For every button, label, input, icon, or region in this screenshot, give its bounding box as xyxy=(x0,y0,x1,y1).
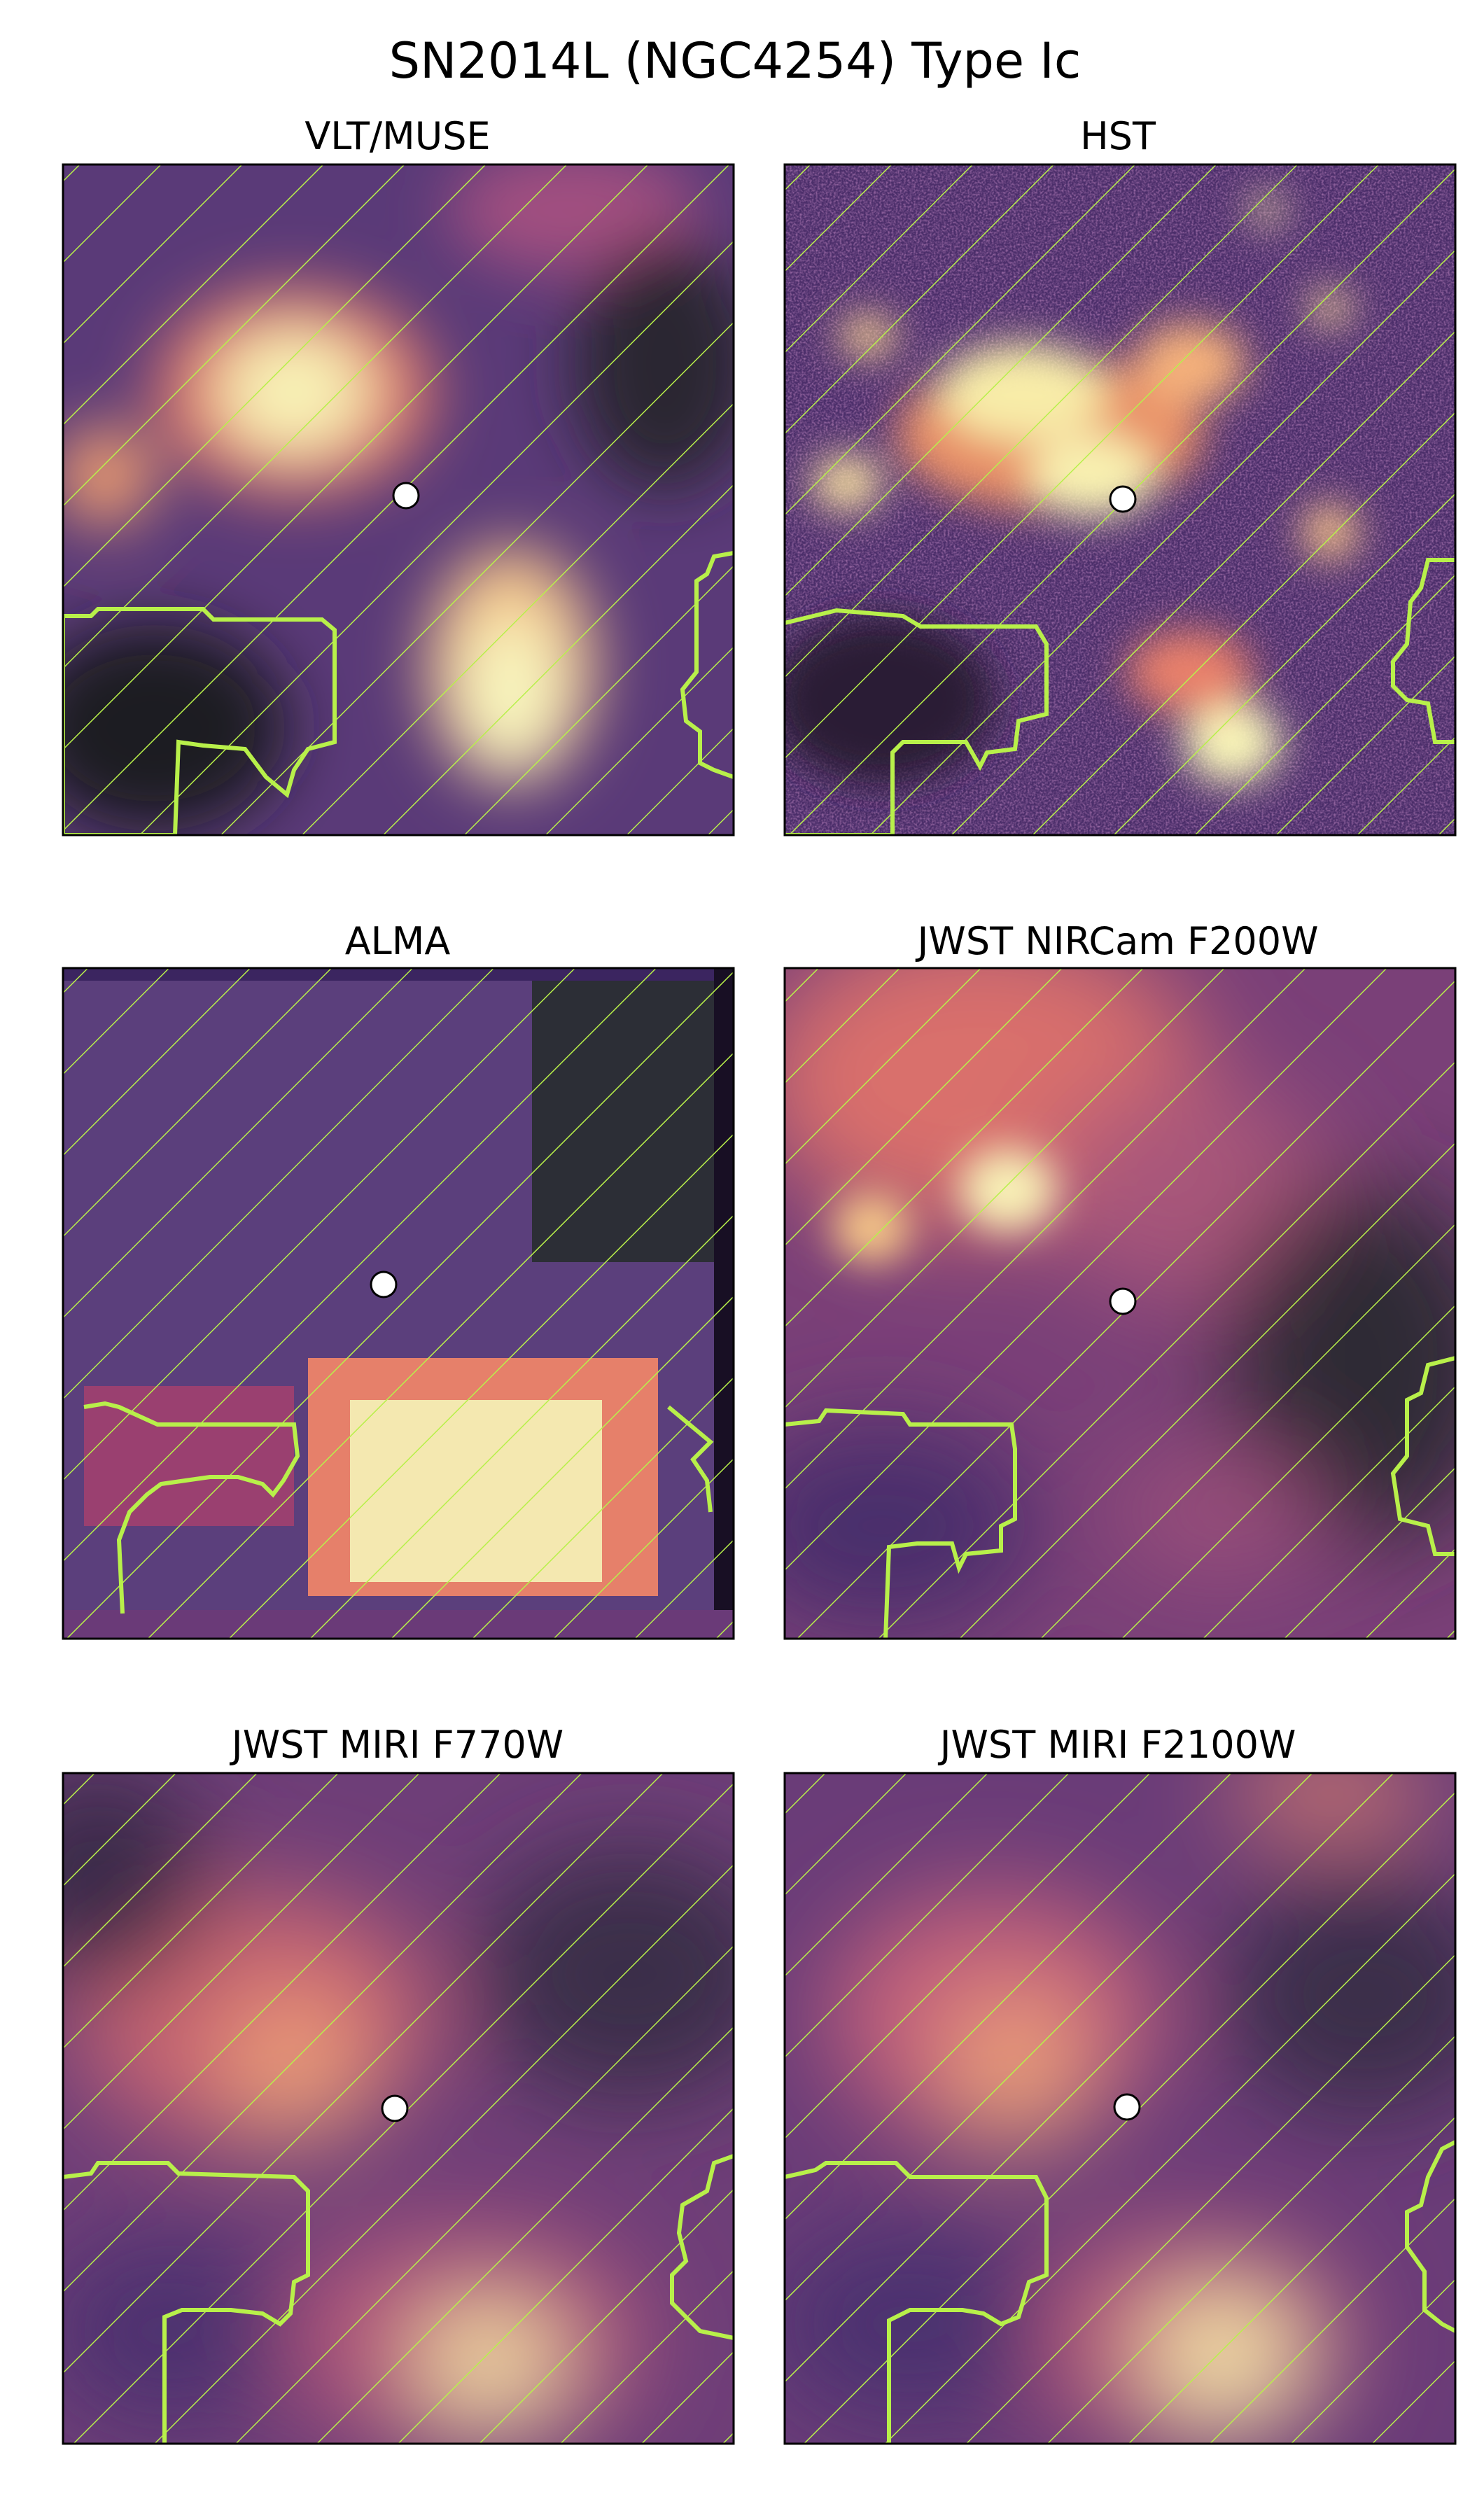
figure-title: SN2014L (NGC4254) Type Ic xyxy=(388,32,1082,90)
alma-image xyxy=(63,968,734,1639)
vlt-muse-image xyxy=(63,164,734,835)
supernova-marker xyxy=(381,2094,409,2122)
panel-title-vlt-muse: VLT/MUSE xyxy=(304,114,491,158)
panel-title-nircam-f200w: JWST NIRCam F200W xyxy=(917,919,1319,963)
supernova-marker xyxy=(1113,2093,1141,2121)
supernova-marker xyxy=(392,482,420,510)
panel-title-alma: ALMA xyxy=(344,919,451,963)
nircam-f200w-image xyxy=(785,968,1455,1639)
panel-title-miri-f2100w: JWST MIRI F2100W xyxy=(939,1723,1296,1767)
supernova-marker xyxy=(1109,485,1137,513)
supernova-marker xyxy=(1109,1287,1137,1315)
hst-image xyxy=(785,164,1455,835)
supernova-marker xyxy=(370,1270,398,1298)
miri-f770w-image xyxy=(63,1773,734,2444)
panel-title-hst: HST xyxy=(1080,114,1156,158)
panel-title-miri-f770w: JWST MIRI F770W xyxy=(231,1723,564,1767)
miri-f2100w-image xyxy=(785,1773,1455,2444)
